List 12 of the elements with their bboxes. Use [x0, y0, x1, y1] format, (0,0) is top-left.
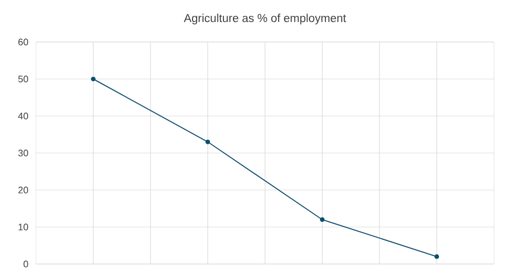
y-tick-label: 50: [18, 76, 28, 82]
y-tick-label: 30: [18, 150, 28, 156]
y-tick-label: 10: [18, 224, 28, 230]
point: [320, 217, 325, 222]
y-tick-label: 60: [18, 38, 28, 46]
y-tick-label: 40: [18, 112, 28, 120]
y-tick-label: 0: [24, 260, 28, 268]
point: [434, 254, 440, 259]
point: [205, 140, 210, 144]
y-tick-label: 20: [18, 186, 28, 194]
chart-title: Agriculture as % of employment: [184, 14, 346, 24]
point: [90, 76, 96, 82]
